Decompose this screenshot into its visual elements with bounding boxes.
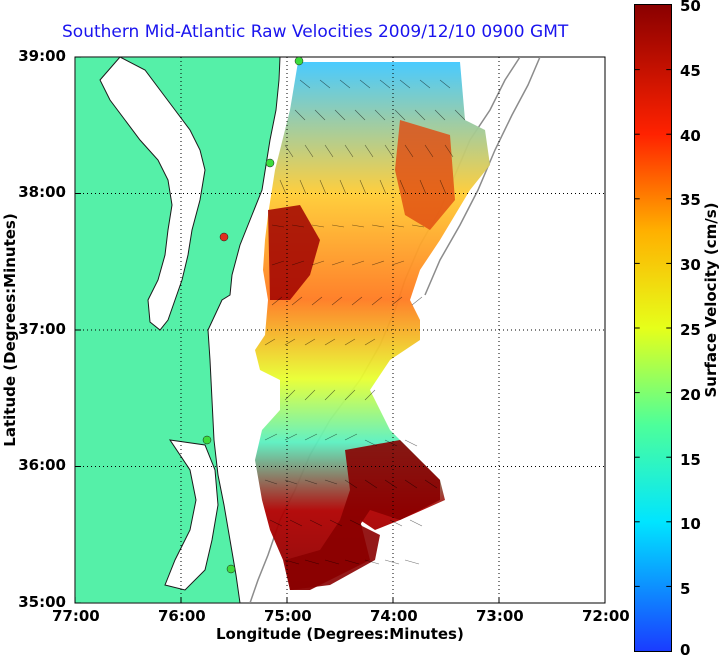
y-tick-label: 39:00: [18, 47, 66, 65]
y-tick-label: 38:00: [18, 183, 66, 201]
colorbar-tick: 20: [680, 386, 701, 404]
x-tick-label: 74:00: [370, 607, 418, 625]
bathymetry-contour-deep: [424, 57, 541, 296]
colorbar-tick: 35: [680, 191, 701, 209]
grid-lines: [75, 57, 605, 603]
colorbar-tick: 5: [680, 580, 691, 598]
x-tick-label: 75:00: [264, 607, 312, 625]
y-tick-label: 37:00: [18, 320, 66, 338]
high-velocity-patch-east: [395, 120, 455, 230]
colorbar-tick: 40: [680, 127, 701, 145]
colorbar-tick: 50: [680, 0, 701, 15]
station-marker: [226, 564, 236, 574]
station-marker: [294, 57, 304, 66]
tick-marks: [74, 56, 606, 604]
y-tick-label: 35:00: [18, 593, 66, 611]
chesapeake-bay: [99, 57, 206, 331]
velocity-vectors: [264, 79, 466, 565]
pamlico-sound: [164, 439, 219, 591]
land-mass: [75, 57, 281, 603]
colorbar-label: Surface Velocity (cm/s): [702, 202, 720, 398]
x-tick-label: 72:00: [582, 607, 630, 625]
station-marker: [219, 232, 229, 242]
colorbar-tick: 30: [680, 256, 701, 274]
x-tick-label: 76:00: [158, 607, 206, 625]
high-velocity-patch-north: [268, 205, 320, 300]
station-marker: [202, 435, 212, 445]
x-tick-label: 73:00: [476, 607, 524, 625]
colorbar-tick: 10: [680, 515, 701, 533]
station-marker: [265, 158, 275, 168]
high-velocity-patch-south: [285, 440, 440, 590]
y-tick-label: 36:00: [18, 456, 66, 474]
y-axis-label: Latitude (Degrees:Minutes): [1, 213, 19, 447]
map-title: Southern Mid-Atlantic Raw Velocities 200…: [62, 22, 569, 42]
colorbar-tick: 0: [680, 641, 691, 659]
colorbar-tick: 15: [680, 451, 701, 469]
colorbar: [634, 4, 672, 652]
colorbar-tick: 45: [680, 62, 701, 80]
colorbar-tick: 25: [680, 321, 701, 339]
radar-stations: [202, 57, 304, 574]
x-tick-label: 77:00: [52, 607, 100, 625]
x-axis-label: Longitude (Degrees:Minutes): [216, 625, 464, 643]
